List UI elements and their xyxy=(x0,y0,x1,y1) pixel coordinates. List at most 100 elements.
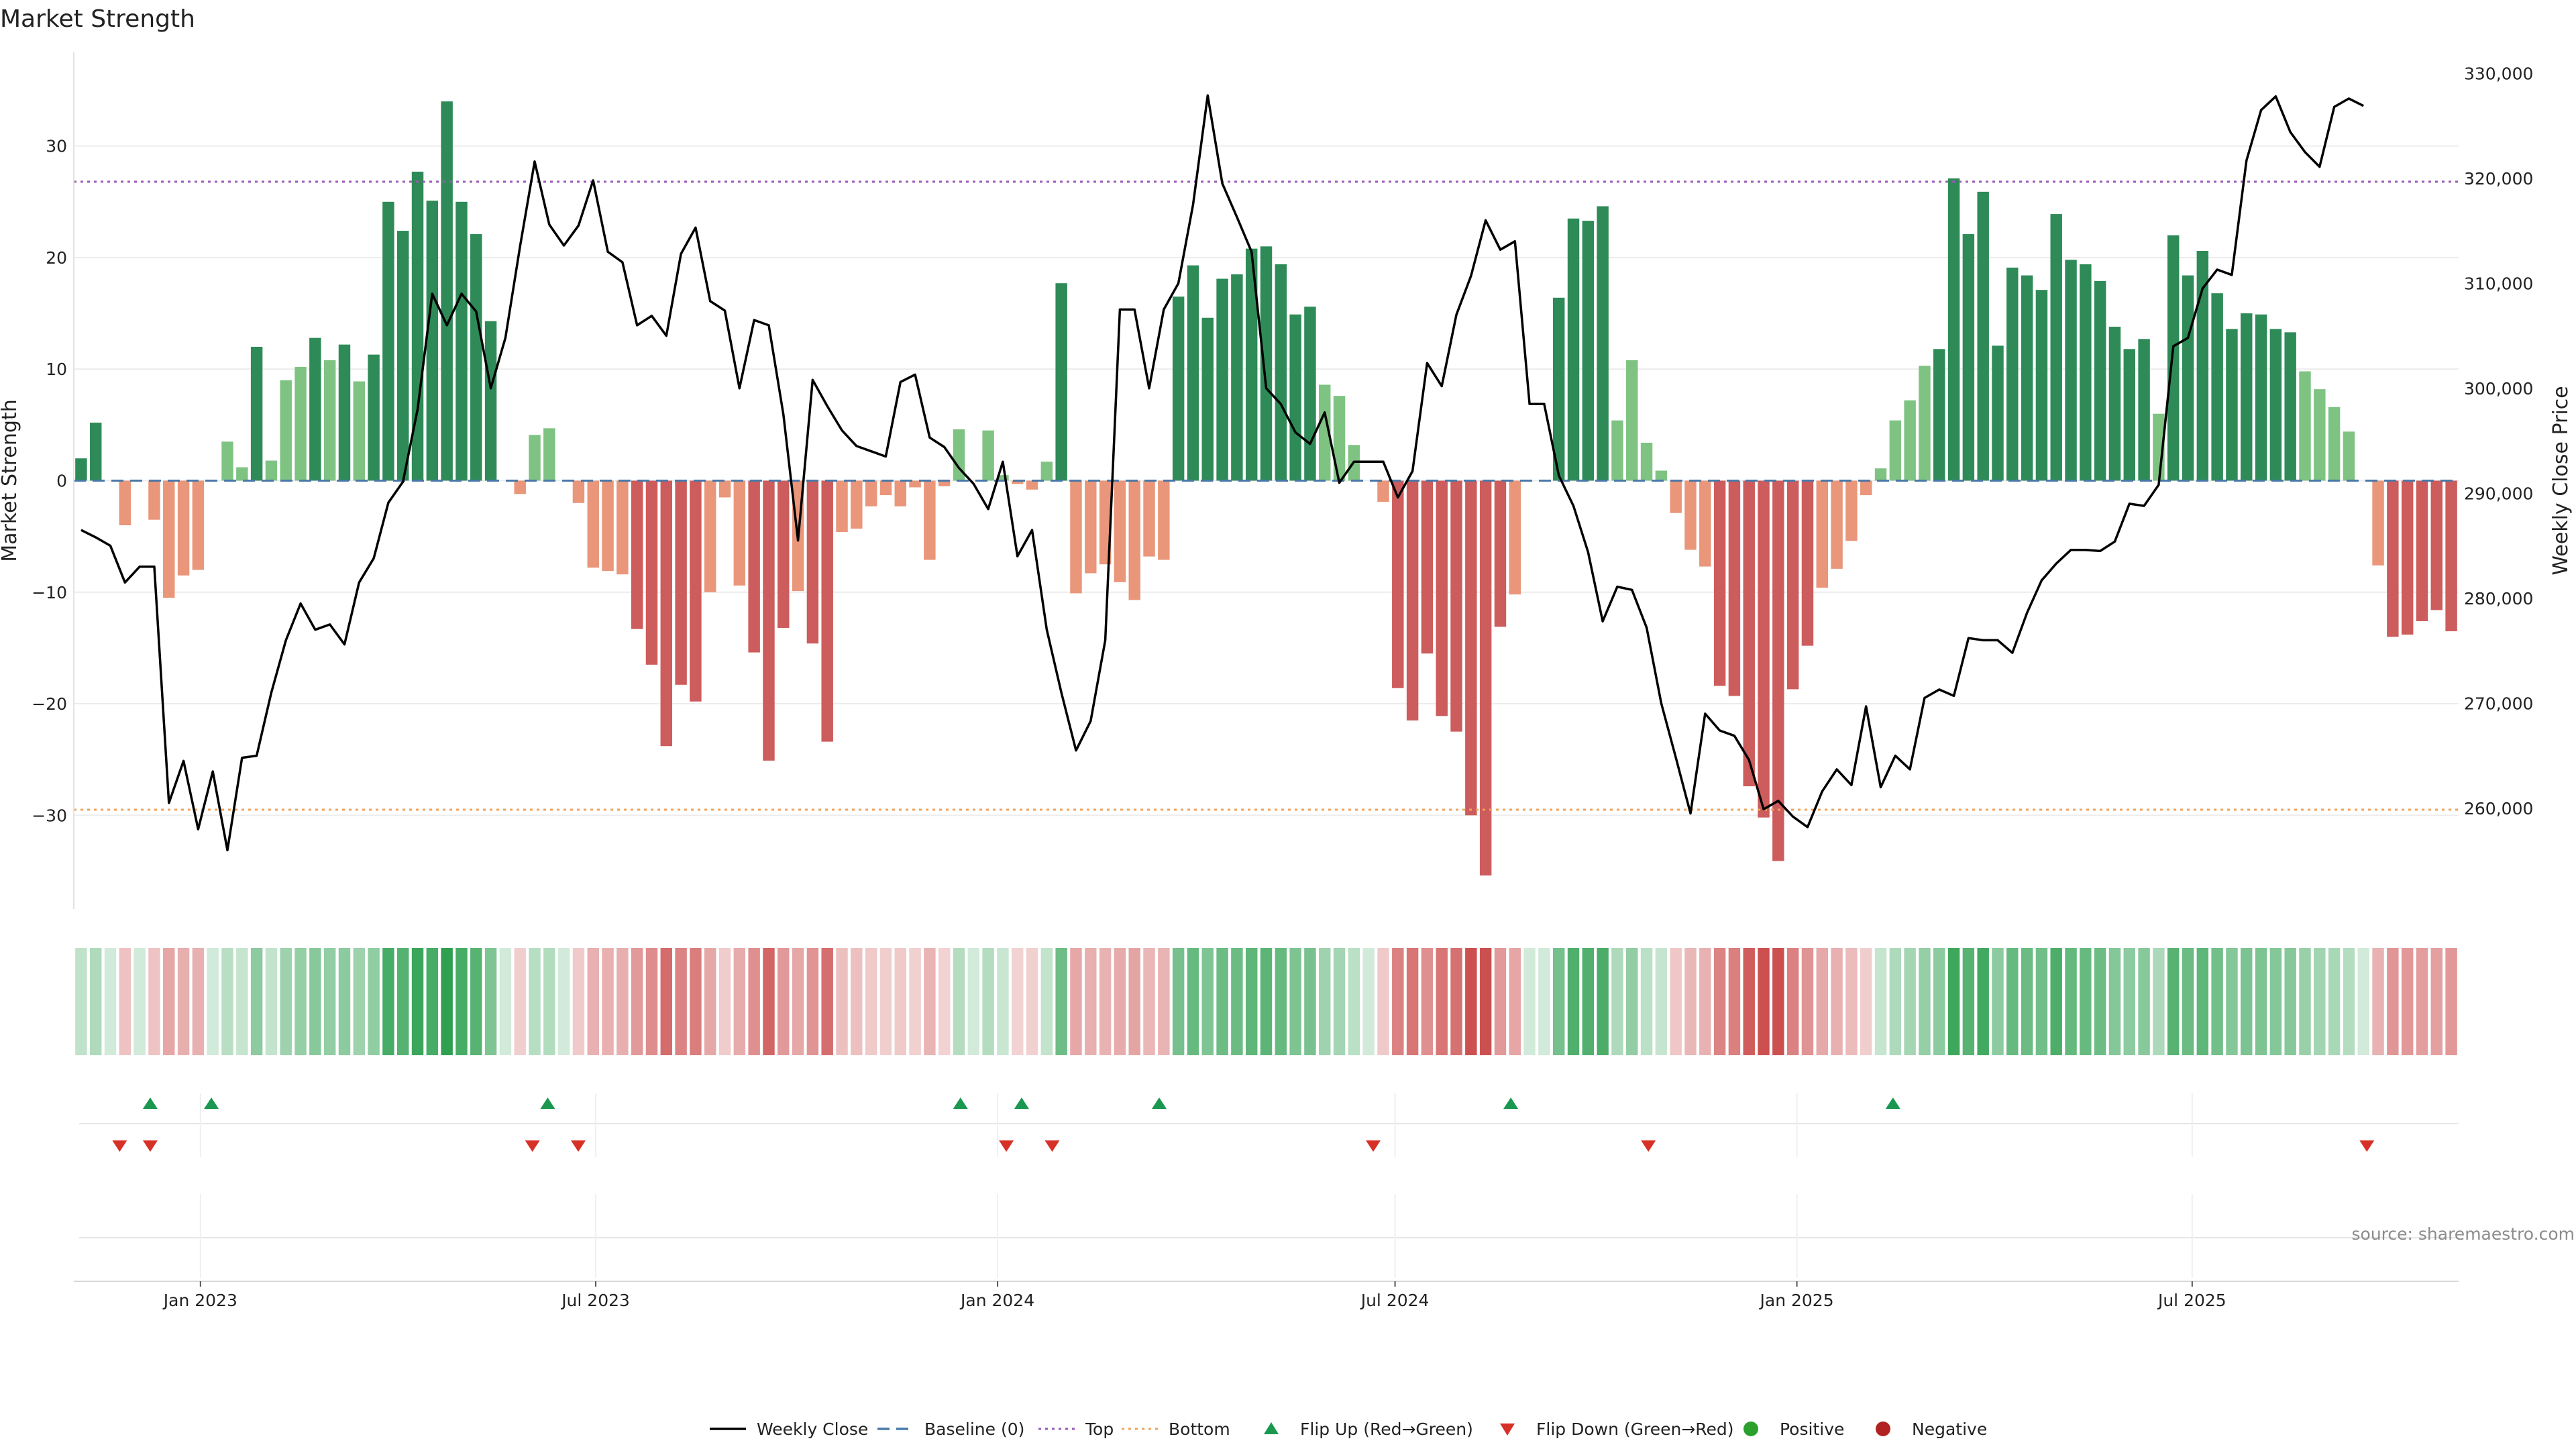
strip-cell xyxy=(2182,948,2194,1055)
right-y-tick-label: 320,000 xyxy=(2464,169,2533,189)
strip-cell xyxy=(1640,948,1653,1055)
strip-cell xyxy=(1758,948,1770,1055)
strip-cell xyxy=(1889,948,1902,1055)
strength-bar xyxy=(1216,278,1228,481)
main-plot-area: −30 −20 −10 0 10 20 30 260,000 270,000 280,000 29… xyxy=(0,52,2573,909)
strength-bar xyxy=(2167,235,2180,481)
strength-bar xyxy=(1245,248,1258,481)
strength-bar xyxy=(2255,314,2267,481)
strip-cell xyxy=(2080,948,2092,1055)
chart-title: Market Strength xyxy=(0,5,195,33)
strength-bar xyxy=(1684,480,1697,550)
strip-cell xyxy=(1713,948,1726,1055)
strength-bar xyxy=(1158,480,1170,560)
strength-bar xyxy=(1494,480,1507,627)
strip-cell xyxy=(997,948,1009,1055)
strip-cell xyxy=(660,948,673,1055)
strip-cell xyxy=(294,948,307,1055)
strip-cell xyxy=(1070,948,1082,1055)
strength-bar xyxy=(2387,480,2399,637)
strength-bar xyxy=(1040,462,1053,481)
flip-up-marker xyxy=(1885,1097,1900,1109)
strength-bar xyxy=(1055,283,1067,481)
strip-cell xyxy=(1406,948,1419,1055)
strength-bar xyxy=(1977,191,1989,481)
strength-bar xyxy=(1801,480,1814,646)
strip-cell xyxy=(2343,948,2355,1055)
strength-bar xyxy=(1831,480,1843,569)
strip-cell xyxy=(2241,948,2253,1055)
strength-bar xyxy=(396,231,409,481)
strip-cell xyxy=(909,948,921,1055)
strength-bar xyxy=(2196,250,2209,481)
strength-bar xyxy=(1626,360,1638,481)
strength-bar xyxy=(1260,246,1273,481)
strength-bar xyxy=(2372,480,2384,566)
strength-bar xyxy=(250,346,263,481)
legend-item: Top xyxy=(1038,1419,1114,1439)
strength-bar xyxy=(675,480,687,685)
strip-cell xyxy=(2328,948,2341,1055)
strip-cell xyxy=(557,948,570,1055)
strength-bar xyxy=(148,480,160,520)
strip-cell xyxy=(1465,948,1477,1055)
legend-item: Flip Down (Green→Red) xyxy=(1500,1419,1734,1439)
right-y-tick-label: 290,000 xyxy=(2464,484,2533,503)
strength-bar xyxy=(690,480,702,702)
strip-cell xyxy=(967,948,980,1055)
strip-cell xyxy=(1436,948,1448,1055)
legend-item: Bottom xyxy=(1122,1419,1230,1439)
strength-bar xyxy=(836,480,848,532)
strength-bar xyxy=(997,475,1009,481)
strip-cell xyxy=(309,948,321,1055)
strength-bar xyxy=(763,480,775,761)
strip-cell xyxy=(163,948,175,1055)
strength-bar xyxy=(280,380,292,481)
strip-cell xyxy=(265,948,278,1055)
strength-bar xyxy=(236,467,248,481)
strength-bar xyxy=(1304,307,1316,481)
strip-cell xyxy=(2021,948,2033,1055)
strip-cell xyxy=(645,948,658,1055)
strip-cell xyxy=(1801,948,1814,1055)
strength-bar xyxy=(382,201,394,481)
strip-cell xyxy=(1874,948,1887,1055)
legend-item: Positive xyxy=(1743,1419,1844,1439)
strength-bar xyxy=(1231,274,1243,481)
strength-bar xyxy=(924,480,936,560)
strip-cell xyxy=(353,948,366,1055)
strength-bar xyxy=(1509,480,1521,595)
strength-bar xyxy=(426,201,439,481)
strip-cell xyxy=(499,948,512,1055)
strength-bar xyxy=(1772,480,1784,861)
legend-label: Negative xyxy=(1912,1419,1987,1439)
strength-bar xyxy=(2211,293,2223,481)
strength-bar xyxy=(192,480,205,570)
strength-bar xyxy=(323,360,336,481)
strip-cell xyxy=(1128,948,1140,1055)
flip-up-marker xyxy=(142,1097,158,1109)
strip-cell xyxy=(2387,948,2399,1055)
left-y-tick-label: 10 xyxy=(46,360,67,379)
strip-cell xyxy=(441,948,453,1055)
strength-bar xyxy=(1728,480,1741,696)
strip-cell xyxy=(1933,948,1945,1055)
legend-item: Flip Up (Red→Green) xyxy=(1264,1419,1473,1439)
flip-down-marker xyxy=(142,1140,158,1152)
strip-cell xyxy=(1552,948,1565,1055)
strip-cell xyxy=(133,948,146,1055)
strength-bar xyxy=(529,435,541,481)
strip-cell xyxy=(1143,948,1155,1055)
strip-cell xyxy=(1085,948,1097,1055)
strip-cell xyxy=(2416,948,2428,1055)
strength-bar xyxy=(2401,480,2414,635)
strength-bar xyxy=(1816,480,1828,588)
strip-cell xyxy=(1055,948,1067,1055)
strip-cell xyxy=(1026,948,1038,1055)
strength-bar xyxy=(1597,206,1609,481)
strip-cell xyxy=(1831,948,1843,1055)
strip-cell xyxy=(1319,948,1331,1055)
strip-cell xyxy=(1538,948,1550,1055)
strength-bar xyxy=(2445,480,2457,631)
strength-bar xyxy=(265,460,278,481)
